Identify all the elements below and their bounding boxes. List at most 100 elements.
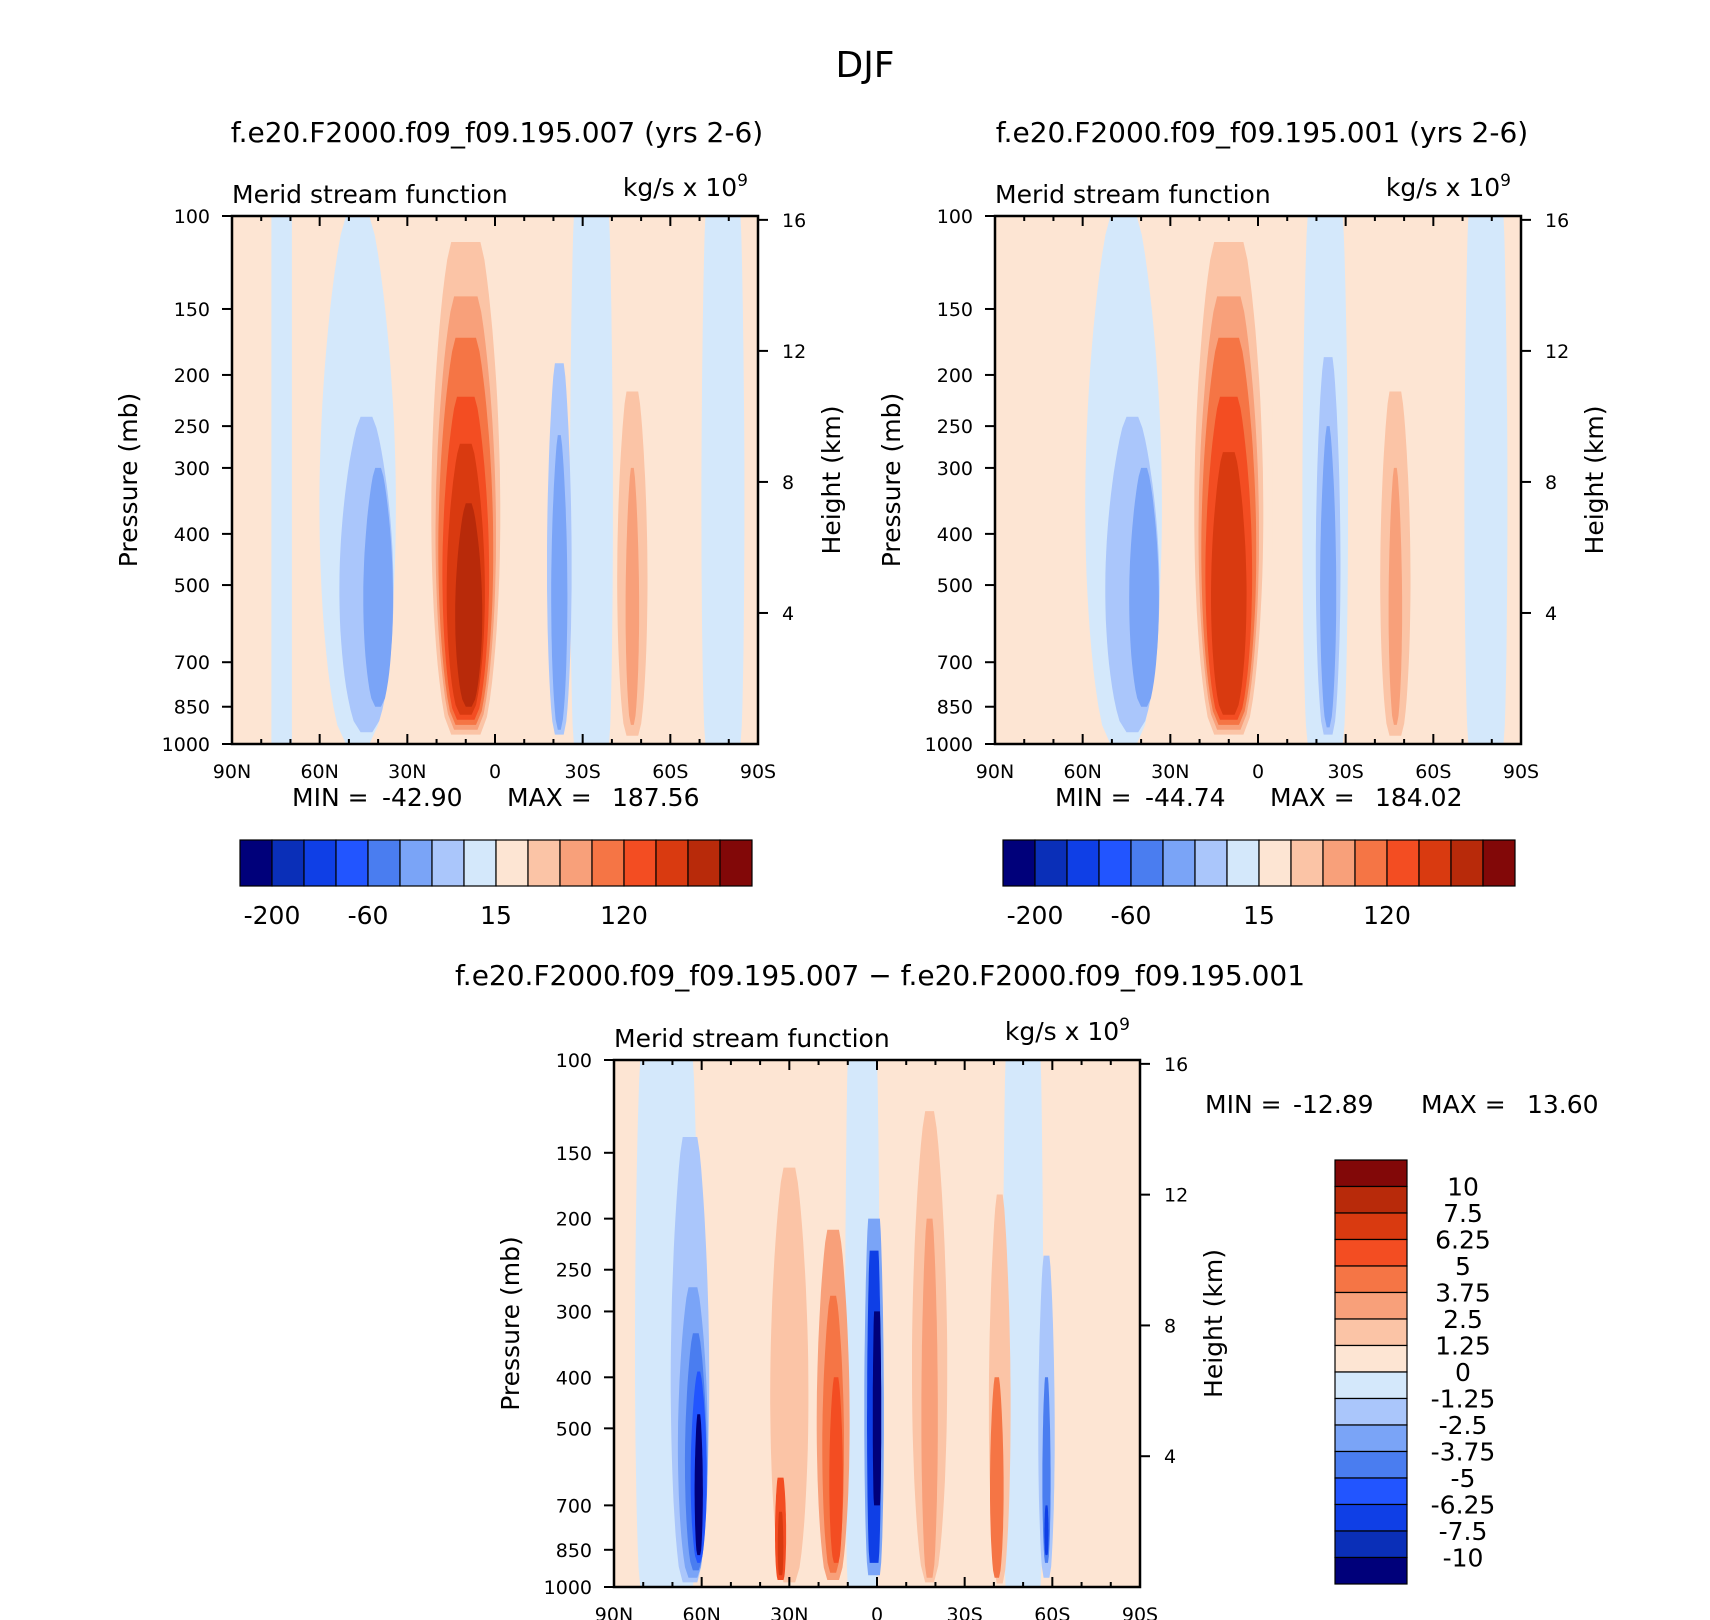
colorbar-swatch: [1482, 839, 1516, 887]
x-tick-label: 60S: [652, 761, 688, 783]
panel-units-exp: 9: [1500, 171, 1511, 191]
max-label: MAX =: [1421, 1090, 1506, 1119]
panel-1: f.e20.F2000.f09_f09.195.001 (yrs 2-6) Mer…: [877, 116, 1609, 930]
colorbar-swatch: [1322, 839, 1356, 887]
colorbar-swatch: [399, 839, 433, 887]
x-tick-label: 30N: [388, 761, 426, 783]
colorbar-swatch: [1334, 1397, 1408, 1426]
y2-axis-label: Height (km): [1580, 406, 1609, 555]
colorbar-label: 6.25: [1435, 1226, 1491, 1255]
colorbar-swatch: [431, 839, 465, 887]
colorbar-label: -200: [244, 901, 301, 930]
colorbar-swatch: [463, 839, 497, 887]
y-tick-label: 100: [556, 1050, 592, 1072]
y-tick-label: 250: [556, 1260, 592, 1282]
x-tick-label: 0: [1252, 761, 1264, 783]
colorbar-swatch: [1334, 1344, 1408, 1373]
y-tick-label: 700: [174, 652, 210, 674]
x-tick-label: 90N: [976, 761, 1014, 783]
y-axis-label: Pressure (mb): [877, 393, 906, 567]
contour-cell: [829, 1377, 843, 1563]
contour-cell: [363, 467, 393, 707]
height-tick-label: 4: [782, 603, 794, 625]
colorbar-swatch: [239, 839, 273, 887]
contour-cell: [872, 1311, 882, 1506]
y-tick-label: 300: [937, 458, 973, 480]
x-tick-label: 60S: [1415, 761, 1451, 783]
x-tick-label: 60S: [1034, 1604, 1070, 1620]
colorbar-label: 15: [1243, 901, 1275, 930]
contour-cell: [1320, 426, 1337, 728]
plot-area: [232, 216, 758, 744]
colorbar-swatch: [1334, 1185, 1408, 1214]
height-tick-label: 8: [782, 472, 794, 494]
min-value: -42.90: [382, 783, 463, 812]
figure-title: DJF: [835, 45, 894, 86]
colorbar-swatch: [623, 839, 657, 887]
y-tick-label: 250: [174, 416, 210, 438]
colorbar-swatch: [367, 839, 401, 887]
colorbar-swatch: [591, 839, 625, 887]
x-tick-label: 0: [871, 1604, 883, 1620]
colorbar-label: -200: [1007, 901, 1064, 930]
panel-left-label: Merid stream function: [614, 1024, 890, 1053]
panel-title: f.e20.F2000.f09_f09.195.007 (yrs 2-6): [231, 116, 763, 149]
colorbar-swatch: [1334, 1424, 1408, 1453]
colorbar-label: 10: [1447, 1173, 1479, 1202]
colorbar-label: 1.25: [1435, 1332, 1491, 1361]
colorbar-swatch: [687, 839, 721, 887]
contour-cell: [1211, 452, 1247, 715]
min-label: MIN =: [292, 783, 369, 812]
colorbar-label: -1.25: [1431, 1385, 1496, 1414]
y-tick-label: 500: [937, 575, 973, 597]
panel-units-exp: 9: [1119, 1015, 1130, 1035]
colorbar-swatch: [303, 839, 337, 887]
y-tick-label: 1000: [162, 734, 210, 756]
contour-cell: [569, 216, 613, 744]
colorbar-label: 2.5: [1443, 1305, 1483, 1334]
x-tick-label: 90S: [1503, 761, 1539, 783]
colorbar-swatch: [1034, 839, 1068, 887]
colorbar-label: 120: [1363, 901, 1411, 930]
y-tick-label: 850: [937, 697, 973, 719]
colorbar-swatch: [495, 839, 529, 887]
max-value: 187.56: [612, 783, 699, 812]
y-tick-label: 150: [556, 1143, 592, 1165]
colorbar-swatch: [1334, 1530, 1408, 1559]
colorbar-label: -5: [1451, 1464, 1476, 1493]
panel-left-label: Merid stream function: [995, 180, 1271, 209]
colorbar-label: -10: [1443, 1544, 1484, 1573]
panel-title: f.e20.F2000.f09_f09.195.007 − f.e20.F200…: [455, 959, 1305, 992]
x-tick-label: 30S: [565, 761, 601, 783]
colorbar-label: -3.75: [1431, 1438, 1496, 1467]
y-tick-label: 500: [556, 1418, 592, 1440]
y-tick-label: 1000: [925, 734, 973, 756]
colorbar-swatch: [1334, 1159, 1408, 1188]
panel-units: kg/s x 109: [1005, 1015, 1130, 1046]
x-tick-label: 90S: [740, 761, 776, 783]
colorbar-swatch: [1450, 839, 1484, 887]
panel-title: f.e20.F2000.f09_f09.195.001 (yrs 2-6): [996, 116, 1528, 149]
x-tick-label: 0: [489, 761, 501, 783]
contour-cell: [551, 435, 568, 730]
colorbar-label: -6.25: [1431, 1491, 1496, 1520]
y-tick-label: 850: [174, 697, 210, 719]
colorbar-swatch: [1194, 839, 1228, 887]
colorbar-swatch: [559, 839, 593, 887]
colorbar-swatch: [1334, 1503, 1408, 1532]
min-value: -44.74: [1145, 783, 1226, 812]
x-tick-label: 90N: [595, 1604, 633, 1620]
colorbar-label: -60: [348, 901, 389, 930]
colorbar-label: -7.5: [1439, 1517, 1488, 1546]
height-tick-label: 16: [782, 210, 806, 232]
contour-cell: [1042, 1377, 1051, 1563]
y-tick-label: 150: [174, 299, 210, 321]
y-tick-label: 200: [556, 1209, 592, 1231]
colorbar-label: -60: [1111, 901, 1152, 930]
y-tick-label: 100: [174, 206, 210, 228]
height-tick-label: 16: [1164, 1054, 1188, 1076]
colorbar-swatch: [1418, 839, 1452, 887]
x-tick-label: 90N: [213, 761, 251, 783]
y-tick-label: 400: [556, 1367, 592, 1389]
colorbar-swatch: [1334, 1556, 1408, 1585]
